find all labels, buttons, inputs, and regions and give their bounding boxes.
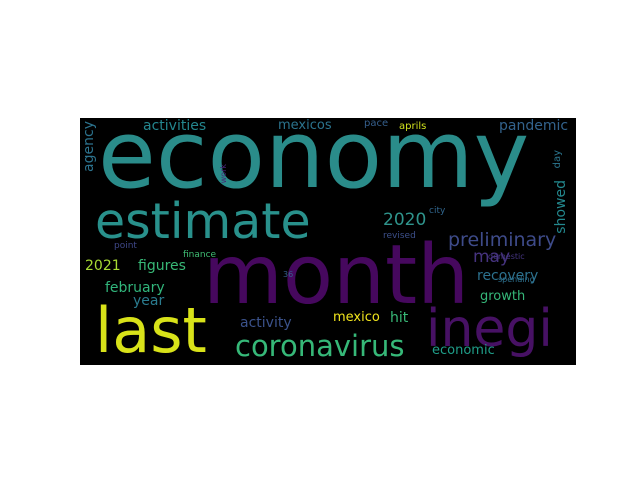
word-revised: revised	[383, 231, 416, 241]
word-pace: pace	[364, 118, 389, 129]
word-february: february	[105, 280, 165, 296]
word-inegi: inegi	[426, 299, 553, 359]
word-spending: spending	[498, 275, 535, 284]
word-economy: economy	[98, 118, 530, 210]
word-year: year	[133, 293, 165, 309]
word-month: month	[203, 228, 470, 323]
word-pandemic: pandemic	[499, 118, 569, 134]
word-estimate: estimate	[95, 193, 311, 250]
word-domestic: domestic	[488, 252, 525, 261]
word-2020: 2020	[383, 210, 427, 230]
word-may: may	[473, 247, 511, 267]
word-figures: figures	[138, 258, 186, 274]
word-economic: economic	[432, 343, 495, 358]
word-point: point	[114, 241, 137, 251]
word-last: last	[95, 294, 207, 365]
word-aprils: aprils	[399, 121, 427, 132]
word-activity: activity	[240, 315, 292, 331]
word-city: city	[429, 206, 446, 216]
word-growth: growth	[480, 289, 526, 304]
word-day: day	[552, 150, 563, 169]
word-mexicos: mexicos	[278, 118, 332, 133]
word-work: work	[219, 164, 228, 184]
word-cloud: economy month estimate last inegi corona…	[80, 118, 576, 365]
word-hit: hit	[390, 310, 409, 326]
word-finance: finance	[183, 250, 217, 260]
word-showed: showed	[553, 180, 569, 234]
word-2021: 2021	[85, 258, 121, 274]
word-activities: activities	[143, 118, 207, 134]
word-mexico: mexico	[333, 310, 380, 325]
word-coronavirus: coronavirus	[235, 329, 405, 363]
word-preliminary: preliminary	[448, 229, 557, 251]
word-recovery: recovery	[477, 268, 539, 284]
word-36: 36	[283, 270, 294, 279]
word-agency: agency	[81, 121, 97, 172]
